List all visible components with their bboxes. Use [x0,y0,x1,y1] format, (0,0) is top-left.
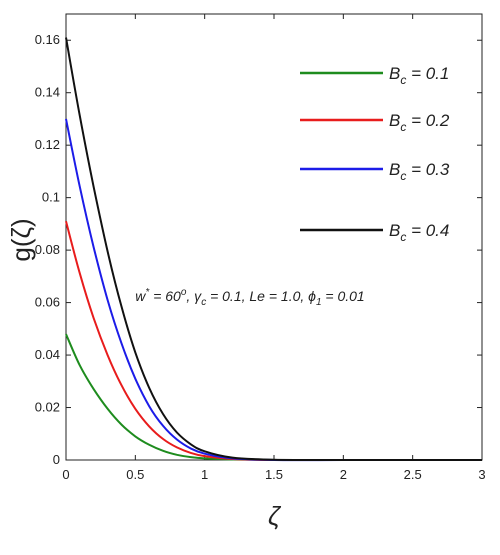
annotation: w* = 60o, γc = 0.1, Le = 1.0, ϕ1 = 0.01 [135,287,364,308]
annotation-w-val: = 60 [149,288,181,304]
annotation-gamma-val: = 0.1, Le = 1.0, [206,288,308,304]
x-tick-label: 2 [340,467,347,482]
legend: Bc = 0.1Bc = 0.2Bc = 0.3Bc = 0.4 [300,64,450,244]
y-tick-label: 0.02 [35,400,60,415]
x-tick-label: 0 [62,467,69,482]
annotation-gamma: , γ [186,288,202,304]
series-line-4 [65,37,482,462]
annotation-w-sup: * [145,287,150,298]
legend-label-3: Bc = 0.3 [389,160,450,183]
legend-subscript: c [400,169,406,183]
y-tick-label: 0 [53,452,60,467]
y-tick-label: 0.16 [35,32,60,47]
annotation-phi: ϕ [308,288,316,304]
legend-value: = 0.4 [406,221,449,240]
x-tick-label: 2.5 [404,467,422,482]
x-tick-label: 0.5 [126,467,144,482]
x-tick-label: 3 [478,467,485,482]
y-axis-title: g(ζ) [6,218,36,261]
legend-label-1: Bc = 0.1 [389,64,449,87]
legend-subscript: c [400,73,406,87]
y-tick-label: 0.04 [35,347,60,362]
legend-symbol: B [389,64,400,83]
y-tick-label: 0.12 [35,137,60,152]
legend-value: = 0.1 [406,64,449,83]
series-line-2 [65,221,482,462]
legend-symbol: B [389,221,400,240]
legend-subscript: c [400,230,406,244]
annotation-w-deg: o [181,287,187,298]
axis-ticks: 0 0.5 1 1.5 2 2.5 3 0 0.02 0.04 0.06 0.08 0.1 0.12 0.1… [35,14,486,482]
x-tick-label: 1 [201,467,208,482]
legend-subscript: c [400,120,406,134]
legend-symbol: B [389,160,400,179]
legend-value: = 0.2 [406,111,450,130]
legend-symbol: B [389,111,400,130]
legend-label-4: Bc = 0.4 [389,221,449,244]
annotation-phi-val: = 0.01 [322,288,365,304]
series-lines [65,37,482,462]
annotation-w: w [135,288,146,304]
y-tick-label: 0.08 [35,242,60,257]
x-tick-label: 1.5 [265,467,283,482]
y-tick-label: 0.14 [35,85,60,100]
legend-value: = 0.3 [406,160,450,179]
legend-label-2: Bc = 0.2 [389,111,450,134]
annotation-gamma-sub: c [201,297,206,308]
annotation-phi-sub: 1 [316,297,322,308]
y-tick-label: 0.1 [42,190,60,205]
y-tick-label: 0.06 [35,295,60,310]
x-axis-title: ζ [268,501,282,531]
